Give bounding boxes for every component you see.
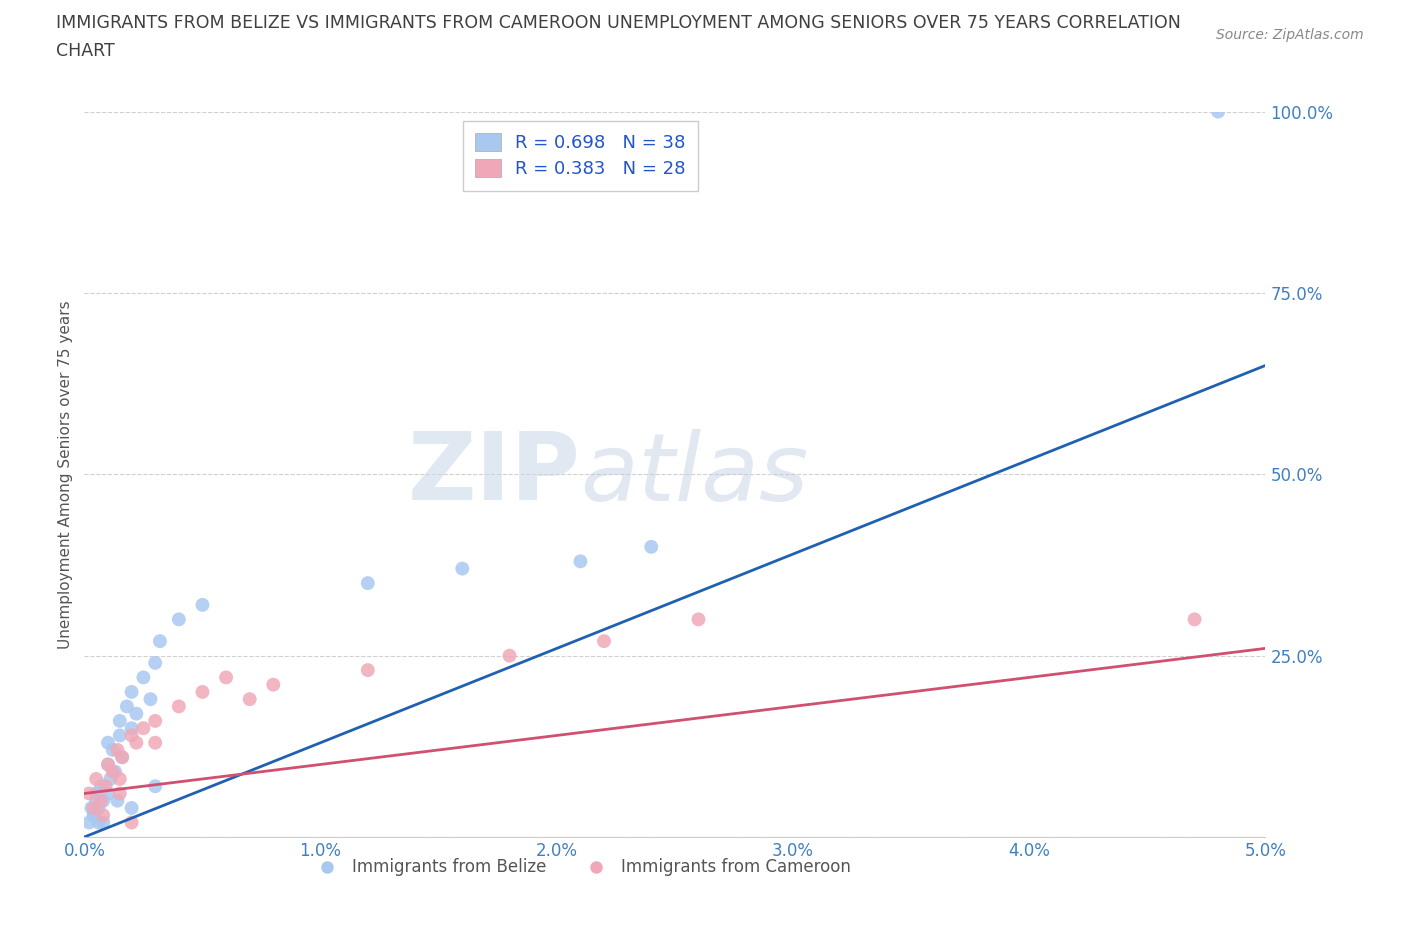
Point [143,736,166,751]
Point [688,612,710,627]
Point [84,793,107,808]
Point [80,801,103,816]
Point [83,808,105,823]
Point [90,793,112,808]
Point [167,612,190,627]
Legend: Immigrants from Belize, Immigrants from Cameroon: Immigrants from Belize, Immigrants from … [304,852,858,883]
Point [191,597,214,612]
Point [121,728,143,743]
Point [121,815,143,830]
Point [107,793,129,808]
Point [215,670,238,684]
Point [121,801,143,816]
Point [357,576,380,591]
Point [121,721,143,736]
Point [91,808,114,823]
Point [132,670,155,684]
Point [83,808,105,823]
Point [121,684,143,699]
Point [640,539,662,554]
Point [101,742,124,757]
Point [593,633,616,648]
Point [569,554,592,569]
Point [1206,104,1229,119]
Point [498,648,520,663]
Point [149,633,172,648]
Text: CHART: CHART [56,42,115,60]
Point [77,815,100,830]
Point [125,736,148,751]
Point [143,656,166,671]
Point [98,772,121,787]
Point [191,684,214,699]
Point [1184,612,1206,627]
Point [111,750,134,764]
Point [107,742,129,757]
Point [115,699,138,714]
Point [87,815,110,830]
Point [167,699,190,714]
Point [77,786,100,801]
Point [451,561,474,576]
Point [90,778,112,793]
Point [83,801,105,816]
Text: ZIP: ZIP [408,429,581,520]
Point [262,677,284,692]
Point [84,772,107,787]
Point [132,721,155,736]
Point [87,801,110,816]
Text: Source: ZipAtlas.com: Source: ZipAtlas.com [1216,28,1364,42]
Point [101,764,124,779]
Point [91,793,114,808]
Y-axis label: Unemployment Among Seniors over 75 years: Unemployment Among Seniors over 75 years [58,300,73,648]
Point [139,692,162,707]
Text: IMMIGRANTS FROM BELIZE VS IMMIGRANTS FROM CAMEROON UNEMPLOYMENT AMONG SENIORS OV: IMMIGRANTS FROM BELIZE VS IMMIGRANTS FRO… [56,14,1181,32]
Point [97,736,120,751]
Point [104,764,127,779]
Point [94,778,117,793]
Point [97,757,120,772]
Point [84,786,107,801]
Point [97,757,120,772]
Point [97,786,120,801]
Text: atlas: atlas [581,429,808,520]
Point [239,692,262,707]
Point [143,778,166,793]
Point [108,772,131,787]
Point [143,713,166,728]
Point [125,706,148,721]
Point [91,815,114,830]
Point [108,728,131,743]
Point [111,750,134,764]
Point [357,663,380,678]
Point [108,713,131,728]
Point [108,786,131,801]
